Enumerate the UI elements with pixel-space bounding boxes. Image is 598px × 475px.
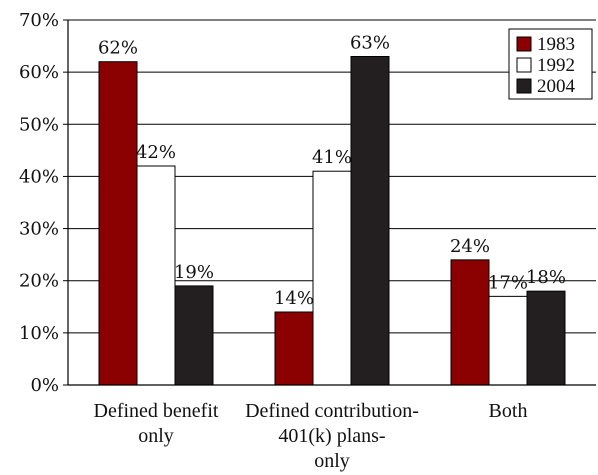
y-tick-label: 20%: [19, 271, 59, 292]
y-tick-label: 0%: [30, 375, 59, 396]
bar-1992: [136, 165, 176, 386]
y-tick-label: 10%: [19, 323, 59, 344]
data-label: 63%: [350, 33, 390, 54]
legend-label-2004: 2004: [537, 76, 576, 97]
data-label: 18%: [526, 267, 566, 288]
data-label: 42%: [136, 142, 176, 163]
bar-1983: [274, 311, 314, 386]
bar-1983: [450, 259, 490, 386]
data-label: 19%: [174, 262, 214, 283]
bar-2004: [526, 290, 566, 386]
data-label: 24%: [450, 236, 490, 257]
legend-swatch-1992: [516, 57, 532, 73]
x-category-label: only: [138, 425, 174, 447]
data-label: 17%: [488, 272, 528, 293]
legend-swatch-1983: [516, 36, 532, 52]
y-tick-label: 50%: [19, 114, 59, 135]
bar-2004: [350, 56, 390, 386]
data-labels: 62% 42% 19% 14% 41% 63% 24% 17%18%: [98, 33, 566, 310]
bars: [98, 56, 566, 386]
legend-label-1983: 1983: [537, 34, 575, 55]
y-tick-label: 40%: [19, 166, 59, 187]
bar-2004: [174, 285, 214, 386]
axes: 0% 10% 20% 30% 40% 50% 60% 70% Defined benefit on…: [19, 10, 596, 472]
bar-1983: [98, 61, 138, 386]
x-category-label: Defined contribution-: [245, 400, 419, 422]
x-category-label: Defined benefit: [94, 400, 219, 422]
y-tick-label: 70%: [19, 10, 59, 31]
bar-1992: [312, 170, 352, 386]
y-tick-label: 30%: [19, 219, 59, 240]
x-category-label: Both: [489, 400, 528, 422]
y-tick-label: 60%: [19, 62, 59, 83]
data-label: 62%: [98, 38, 138, 59]
data-label: 14%: [274, 288, 314, 309]
bar-1992: [488, 295, 528, 386]
legend-swatch-2004: [516, 78, 532, 94]
x-category-label: 401(k) plans-: [278, 425, 385, 447]
x-category-label: only: [314, 450, 350, 472]
data-label: 41%: [312, 147, 352, 168]
legend-label-1992: 1992: [537, 55, 575, 76]
